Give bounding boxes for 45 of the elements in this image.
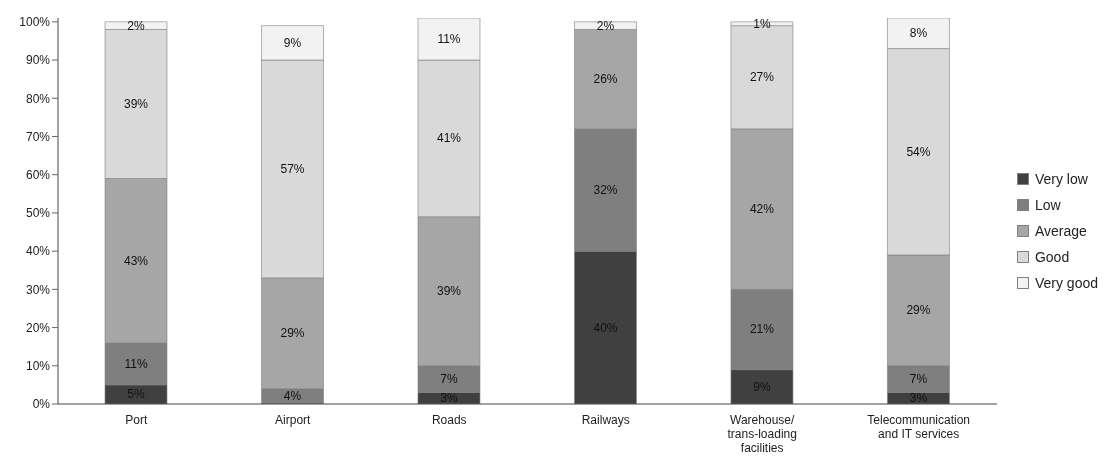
data-label: 7% — [440, 372, 458, 387]
data-label: 11% — [437, 32, 461, 47]
legend-label: Low — [1034, 197, 1061, 213]
data-label: 32% — [593, 182, 618, 197]
data-label: 41% — [436, 131, 462, 146]
legend-label: Average — [1034, 223, 1087, 239]
data-label: 57% — [280, 161, 305, 176]
x-tick-label: Roads — [431, 413, 467, 427]
y-tick-label: 100% — [19, 15, 51, 30]
y-tick-label: 60% — [25, 167, 51, 182]
x-tick-label: Port — [125, 413, 148, 427]
data-label: 43% — [123, 253, 149, 268]
data-label: 11% — [124, 356, 148, 371]
x-tick-label: Telecommunication and IT services — [867, 413, 971, 441]
data-label: 54% — [906, 144, 931, 159]
data-label: 1% — [753, 16, 771, 31]
y-tick-label: 20% — [25, 320, 51, 335]
y-tick-label: 0% — [32, 397, 51, 412]
data-label: 29% — [906, 303, 931, 318]
data-label: 29% — [280, 326, 305, 341]
y-tick-label: 50% — [25, 206, 51, 221]
data-label: 7% — [909, 372, 928, 387]
x-tick-label: Railways — [581, 413, 630, 427]
y-tick-label: 30% — [25, 282, 51, 297]
y-tick-label: 90% — [25, 53, 51, 68]
x-tick-label: Warehouse/ trans-loading facilities — [727, 413, 797, 455]
data-label: 9% — [283, 35, 302, 50]
data-label: 39% — [123, 96, 149, 111]
data-label: 27% — [749, 70, 775, 85]
y-tick-label: 70% — [25, 129, 51, 144]
x-tick-label: Airport — [275, 413, 312, 427]
data-label: 21% — [749, 322, 775, 337]
data-label: 26% — [593, 72, 618, 87]
data-label: 4% — [283, 389, 302, 404]
legend-label: Good — [1034, 249, 1070, 265]
data-label: 39% — [436, 284, 462, 299]
y-tick-label: 40% — [25, 244, 51, 259]
y-tick-label: 10% — [25, 359, 51, 374]
data-label: 42% — [749, 202, 775, 217]
data-label: 2% — [127, 18, 145, 33]
data-label: 8% — [909, 26, 928, 41]
legend-label: Very good — [1034, 275, 1098, 291]
legend-label: Very low — [1034, 171, 1088, 187]
data-label: 2% — [596, 18, 615, 33]
y-tick-label: 80% — [25, 91, 51, 106]
